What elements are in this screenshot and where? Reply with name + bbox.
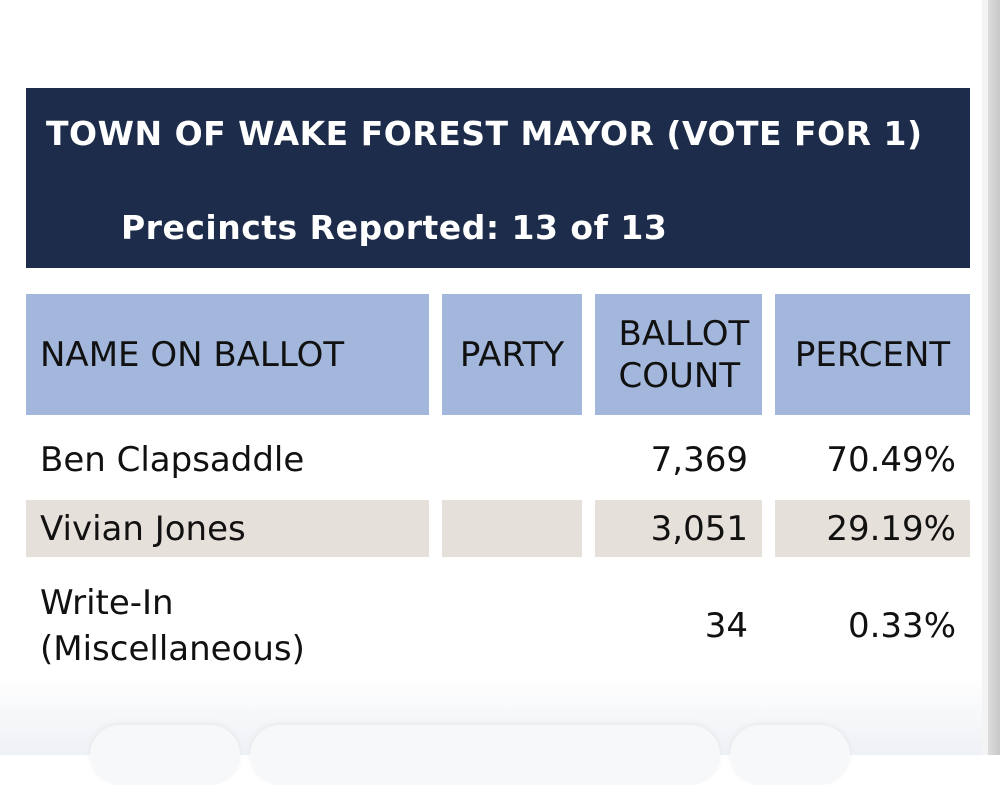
toolbar-pill	[730, 725, 850, 785]
candidate-party	[442, 430, 582, 490]
ballot-count: 34	[704, 606, 748, 646]
column-header-party: PARTY	[442, 294, 582, 415]
column-header-ballot-count: BALLOT COUNT	[595, 294, 762, 415]
candidate-name: Vivian Jones	[26, 500, 429, 557]
contest-title: TOWN OF WAKE FOREST MAYOR (VOTE FOR 1)	[46, 114, 923, 153]
candidate-party	[442, 576, 582, 676]
vote-percent: 70.49%	[826, 440, 956, 480]
contest-header: TOWN OF WAKE FOREST MAYOR (VOTE FOR 1) P…	[26, 88, 970, 268]
ballot-count: 7,369	[650, 440, 748, 480]
column-header-name: NAME ON BALLOT	[26, 294, 429, 415]
ballot-count: 3,051	[595, 500, 762, 557]
toolbar-pill	[250, 725, 720, 785]
candidate-name: Write-In (Miscellaneous)	[40, 583, 305, 669]
precincts-reported: Precincts Reported: 13 of 13	[121, 208, 668, 247]
toolbar-pill	[90, 725, 240, 785]
page-edge	[982, 0, 1000, 755]
candidate-party	[442, 500, 582, 557]
vote-percent: 0.33%	[847, 606, 956, 646]
column-header-percent: PERCENT	[775, 294, 970, 415]
vote-percent: 29.19%	[775, 500, 970, 557]
candidate-name: Ben Clapsaddle	[40, 440, 305, 480]
